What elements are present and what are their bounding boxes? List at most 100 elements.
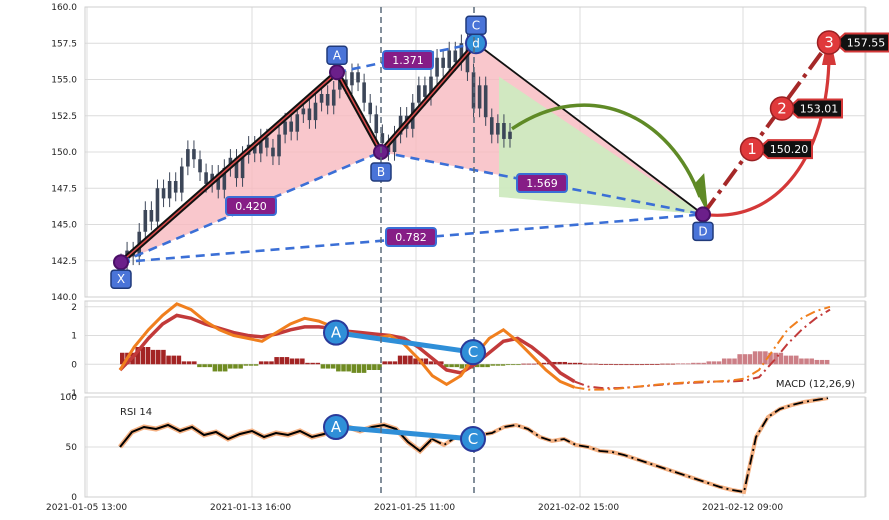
candle-body xyxy=(234,157,239,179)
candle-body xyxy=(374,114,379,134)
macd-histogram-bar xyxy=(192,361,197,365)
macd-histogram-bar xyxy=(732,358,737,365)
macd-histogram-bar xyxy=(665,363,670,365)
candle-body xyxy=(325,94,330,106)
macd-histogram-bar xyxy=(161,349,166,365)
candle-body xyxy=(252,144,257,154)
macd-histogram-bar xyxy=(428,361,434,365)
macd-histogram-bar xyxy=(541,362,547,365)
macd-histogram-bar xyxy=(402,355,408,365)
candle-body xyxy=(186,149,190,167)
candle-body xyxy=(295,114,300,132)
point-label: C xyxy=(472,18,480,32)
macd-histogram-bar xyxy=(788,355,794,365)
macd-histogram-bar xyxy=(747,354,753,365)
panel-frames xyxy=(84,6,866,498)
rsi-divergence-label: A xyxy=(331,418,342,436)
candle-body xyxy=(149,210,154,222)
macd-histogram-bar xyxy=(212,364,218,372)
macd-histogram-bar xyxy=(217,364,223,372)
macd-title: MACD (12,26,9) xyxy=(776,379,855,390)
macd-signal-line xyxy=(118,313,576,383)
pattern-leg-cd xyxy=(475,42,704,216)
macd-histogram-bar xyxy=(783,355,789,365)
pattern-point-marker xyxy=(113,254,129,271)
macd-histogram-bar xyxy=(264,361,269,365)
candle-body xyxy=(258,137,263,154)
macd-histogram-bar xyxy=(608,363,614,365)
rsi-projection-halo xyxy=(431,396,829,495)
ratio-label: 0.420 xyxy=(235,200,267,213)
candle-body xyxy=(331,89,336,106)
macd-histogram-bar xyxy=(485,364,490,368)
candle-body xyxy=(502,123,506,139)
macd-histogram-bar xyxy=(721,358,727,365)
ratio-label: 1.569 xyxy=(526,177,558,190)
candle-body xyxy=(319,94,324,103)
target-marker xyxy=(816,30,842,55)
candle-body xyxy=(277,134,281,157)
y-tick-label: 140.0 xyxy=(51,293,77,303)
macd-histogram-bar xyxy=(336,364,341,372)
macd-layer xyxy=(118,302,831,391)
macd-histogram-bar xyxy=(310,362,315,365)
point-label: D xyxy=(698,224,707,238)
panel-frame xyxy=(84,300,866,394)
macd-histogram-bar xyxy=(773,352,778,365)
macd-histogram-bar xyxy=(228,364,233,369)
macd-histogram-bar xyxy=(156,349,161,365)
ratio-label: 1.371 xyxy=(392,54,424,67)
pattern-point-marker xyxy=(329,64,345,81)
macd-histogram-bar xyxy=(413,358,418,365)
candle-body xyxy=(459,43,464,63)
point-label-box xyxy=(692,221,714,242)
macd-histogram-bar xyxy=(778,352,784,365)
y-tick-label: 2 xyxy=(71,303,77,313)
macd-signal-line-projection xyxy=(574,308,831,390)
ratio-label: 0.782 xyxy=(395,231,427,244)
macd-histogram-bar xyxy=(706,361,712,365)
macd-histogram-bar xyxy=(248,364,254,366)
macd-histogram-bar xyxy=(382,361,387,365)
macd-divergence-label: C xyxy=(468,343,478,361)
macd-divergence-marker xyxy=(323,319,349,346)
macd-histogram-bar xyxy=(300,358,305,365)
target-value-label: 150.20 xyxy=(770,143,809,156)
candle-body xyxy=(167,181,172,199)
macd-histogram-bar xyxy=(120,352,125,365)
macd-histogram-bar xyxy=(325,364,331,369)
macd-histogram-bar xyxy=(475,364,480,368)
macd-histogram-bar xyxy=(438,361,444,365)
candle-body xyxy=(398,115,403,135)
macd-histogram-bar xyxy=(701,362,706,365)
point-label-box xyxy=(326,45,348,65)
candle-body xyxy=(441,57,445,68)
candle-body xyxy=(240,154,245,179)
macd-histogram-bar xyxy=(176,355,182,365)
candle-body xyxy=(204,172,208,184)
macd-histogram-bar xyxy=(392,361,398,365)
macd-histogram-bar xyxy=(269,361,274,365)
macd-line-projection xyxy=(574,305,831,391)
macd-histogram-bar xyxy=(207,364,213,368)
rsi-divergence-label: C xyxy=(468,430,478,448)
macd-histogram-bar xyxy=(171,355,176,365)
macd-histogram-bar xyxy=(804,358,809,365)
macd-histogram-bar xyxy=(197,364,202,368)
macd-histogram-bar xyxy=(752,351,758,365)
ratio-label-box xyxy=(516,173,568,193)
macd-histogram-bar xyxy=(644,363,650,365)
macd-histogram-bar xyxy=(408,355,413,365)
macd-divergence-marker xyxy=(460,339,486,366)
macd-histogram-bar xyxy=(315,362,321,365)
x-tick-label: 2021-01-05 13:00 xyxy=(46,503,127,513)
y-tick-label: 145.0 xyxy=(51,221,77,231)
macd-histogram-bar xyxy=(511,364,516,366)
candle-body xyxy=(216,173,221,190)
pattern-point-marker xyxy=(695,206,711,223)
point-c-marker-letter: d xyxy=(472,36,480,50)
macd-histogram-bar xyxy=(768,352,773,365)
macd-histogram-bar xyxy=(145,347,151,365)
macd-histogram-bar xyxy=(572,362,578,365)
